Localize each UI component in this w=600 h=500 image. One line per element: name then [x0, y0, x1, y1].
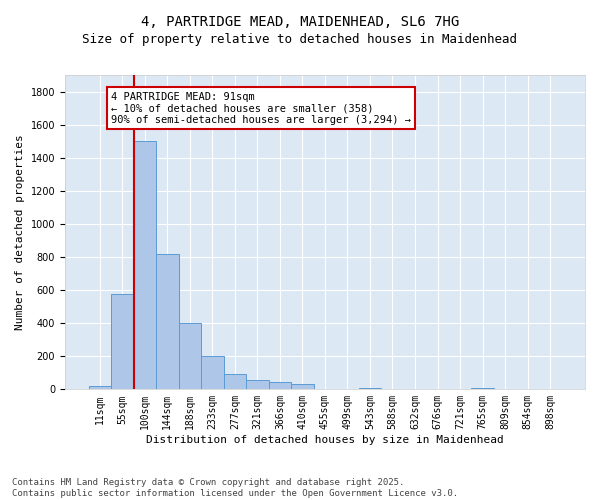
- Bar: [471, 388, 494, 390]
- Y-axis label: Number of detached properties: Number of detached properties: [15, 134, 25, 330]
- X-axis label: Distribution of detached houses by size in Maidenhead: Distribution of detached houses by size …: [146, 435, 504, 445]
- Bar: [111, 294, 134, 390]
- Bar: [314, 388, 336, 390]
- Bar: [269, 382, 291, 390]
- Bar: [246, 380, 269, 390]
- Bar: [359, 388, 381, 390]
- Bar: [201, 356, 224, 390]
- Bar: [156, 254, 179, 390]
- Bar: [336, 388, 359, 390]
- Bar: [89, 386, 111, 390]
- Text: Size of property relative to detached houses in Maidenhead: Size of property relative to detached ho…: [83, 32, 517, 46]
- Text: Contains HM Land Registry data © Crown copyright and database right 2025.
Contai: Contains HM Land Registry data © Crown c…: [12, 478, 458, 498]
- Bar: [134, 141, 156, 390]
- Bar: [291, 384, 314, 390]
- Text: 4 PARTRIDGE MEAD: 91sqm
← 10% of detached houses are smaller (358)
90% of semi-d: 4 PARTRIDGE MEAD: 91sqm ← 10% of detache…: [111, 92, 411, 124]
- Bar: [179, 323, 201, 390]
- Bar: [517, 388, 539, 390]
- Text: 4, PARTRIDGE MEAD, MAIDENHEAD, SL6 7HG: 4, PARTRIDGE MEAD, MAIDENHEAD, SL6 7HG: [141, 15, 459, 29]
- Bar: [224, 374, 246, 390]
